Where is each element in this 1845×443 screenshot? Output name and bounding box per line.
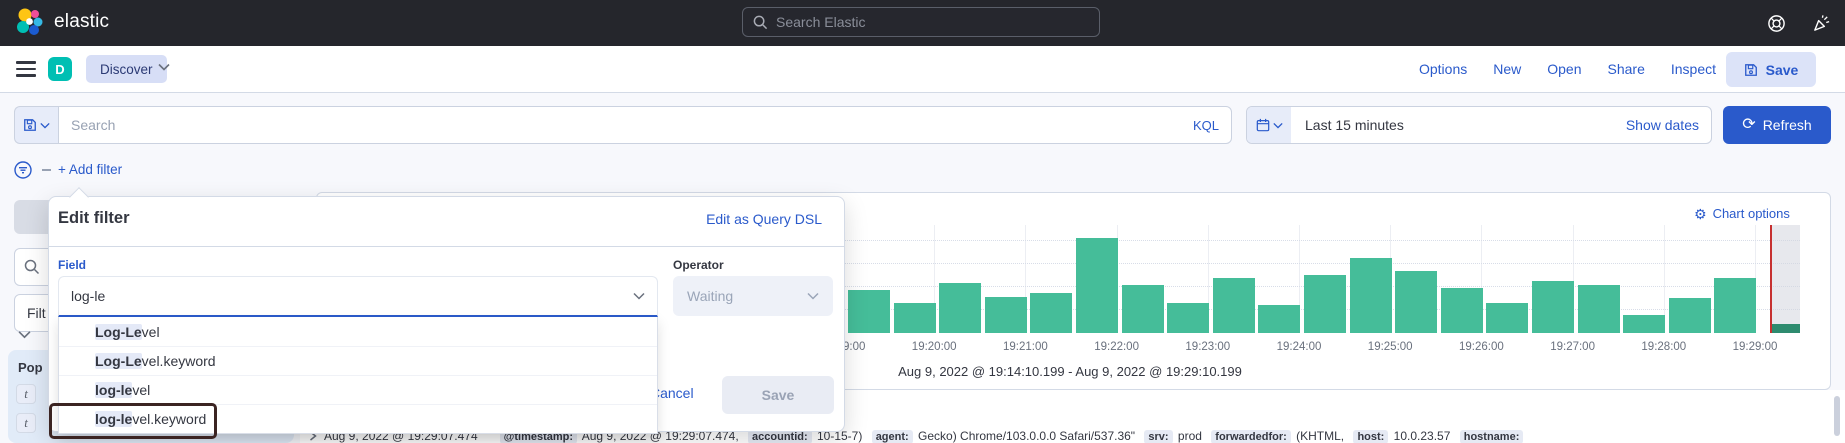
filter-menu-icon[interactable] (14, 161, 32, 179)
time-range-value[interactable]: Last 15 minutes (1305, 117, 1404, 133)
kql-button[interactable]: KQL (1192, 117, 1219, 133)
popup-save-button[interactable]: Save (722, 376, 834, 414)
add-filter-button[interactable]: + Add filter (58, 162, 123, 177)
source-field-badge: hostname: (1459, 430, 1524, 443)
notification-dot (1825, 9, 1835, 19)
saved-query-menu-button[interactable] (14, 106, 58, 144)
calendar-icon (1256, 118, 1269, 132)
gear-icon: ⚙ (1694, 205, 1707, 222)
search-icon (753, 15, 768, 29)
logo-wordmark: elastic (54, 11, 110, 32)
source-field-badge: srv: (1144, 430, 1173, 443)
option-match-text: Log-Le (95, 353, 142, 369)
global-header: elastic Search Elastic (0, 0, 1845, 46)
field-option[interactable]: log-le vel (59, 375, 657, 404)
popup-title: Edit filter (58, 209, 130, 227)
source-field-badge: host: (1353, 430, 1389, 443)
edit-as-query-dsl-link[interactable]: Edit as Query DSL (706, 211, 822, 227)
chevron-down-icon (1272, 122, 1283, 129)
option-rest-text: vel (132, 382, 151, 398)
refresh-icon: ⟳ (1742, 116, 1756, 133)
source-field-badge: agent: (871, 430, 913, 443)
inspect-link[interactable]: Inspect (1670, 61, 1716, 77)
breadcrumb[interactable]: Discover (86, 55, 167, 83)
field-option[interactable]: Log-Le vel.keyword (59, 346, 657, 375)
scrollbar[interactable] (1834, 396, 1840, 436)
date-quick-select-button[interactable] (1247, 107, 1291, 143)
source-field-value: prod (1174, 429, 1206, 443)
open-link[interactable]: Open (1547, 61, 1582, 77)
search-icon (24, 259, 40, 275)
field-combobox-value: log-le (71, 288, 106, 304)
global-search-input[interactable]: Search Elastic (742, 7, 1100, 37)
save-button-label: Save (1765, 61, 1799, 78)
field-option[interactable]: Log-Le vel (59, 317, 657, 346)
save-button[interactable]: Save (1726, 52, 1816, 87)
chevron-down-icon[interactable] (633, 292, 645, 300)
source-field-value: 10-15-7) (813, 429, 866, 443)
query-input[interactable]: Search KQL (58, 106, 1232, 144)
option-rest-text: vel (141, 323, 160, 340)
field-combobox[interactable]: log-le (58, 276, 658, 317)
new-link[interactable]: New (1493, 61, 1522, 77)
operator-select[interactable]: Waiting (673, 276, 833, 316)
show-dates-button[interactable]: Show dates (1625, 117, 1699, 133)
annotation-box (49, 403, 217, 439)
popular-fields-heading: Pop (18, 360, 43, 375)
options-link[interactable]: Options (1418, 61, 1468, 77)
share-link[interactable]: Share (1607, 61, 1645, 77)
nav-actions: Options New Open Share Inspect (1419, 46, 1716, 92)
chevron-down-icon (40, 122, 50, 129)
refresh-button[interactable]: ⟳ Refresh (1723, 106, 1831, 144)
save-icon (1744, 63, 1757, 76)
menu-icon[interactable] (16, 61, 36, 77)
option-rest-text: vel.keyword (132, 411, 207, 427)
cancel-button[interactable]: Cancel (650, 385, 694, 401)
global-search-placeholder: Search Elastic (776, 14, 866, 30)
option-match-text: Log-Le (95, 323, 142, 340)
source-field-value: 10.0.23.57 (1390, 429, 1454, 443)
elastic-logo-icon (17, 8, 43, 35)
query-placeholder: Search (71, 117, 116, 133)
source-field-value: (KHTML, (1292, 429, 1348, 443)
field-label: Field (58, 258, 87, 272)
source-field-badge: accountid: (748, 430, 812, 443)
source-field-value: Gecko) Chrome/103.0.0.0 Safari/537.36" (914, 429, 1139, 443)
field-type-badge: t (16, 384, 36, 404)
chart-options-label: Chart options (1712, 206, 1790, 221)
popup-save-label: Save (761, 387, 795, 403)
source-field-badge: forwardedfor: (1211, 430, 1291, 443)
app-nav-bar (0, 46, 1845, 93)
field-options-listbox: Log-Le vel Log-Le vel.keyword log-le vel log-l… (58, 317, 658, 434)
chevron-down-icon[interactable] (158, 63, 170, 71)
help-icon[interactable] (1767, 14, 1786, 33)
elastic-logo[interactable]: elastic (14, 7, 109, 37)
chevron-down-icon[interactable] (18, 330, 31, 339)
chevron-down-icon (807, 292, 819, 300)
operator-select-placeholder: Waiting (687, 288, 734, 304)
option-rest-text: vel.keyword (141, 353, 216, 369)
news-icon[interactable] (1812, 14, 1831, 33)
field-type-badge: t (16, 413, 36, 433)
chart-time-range-title: Aug 9, 2022 @ 19:14:10.199 - Aug 9, 2022… (898, 364, 1242, 379)
chart-options-button[interactable]: ⚙ Chart options (1694, 206, 1790, 221)
app-badge[interactable]: D (48, 57, 72, 81)
field-option[interactable]: log-le vel.keyword (59, 404, 657, 433)
option-match-text: log-le (95, 411, 133, 427)
date-picker: Last 15 minutes Show dates (1246, 106, 1712, 144)
option-match-text: log-le (95, 382, 133, 398)
filter-divider (42, 169, 51, 171)
refresh-label: Refresh (1762, 117, 1812, 133)
operator-label: Operator (673, 258, 724, 272)
save-query-icon (24, 119, 36, 131)
popup-divider (48, 246, 844, 247)
